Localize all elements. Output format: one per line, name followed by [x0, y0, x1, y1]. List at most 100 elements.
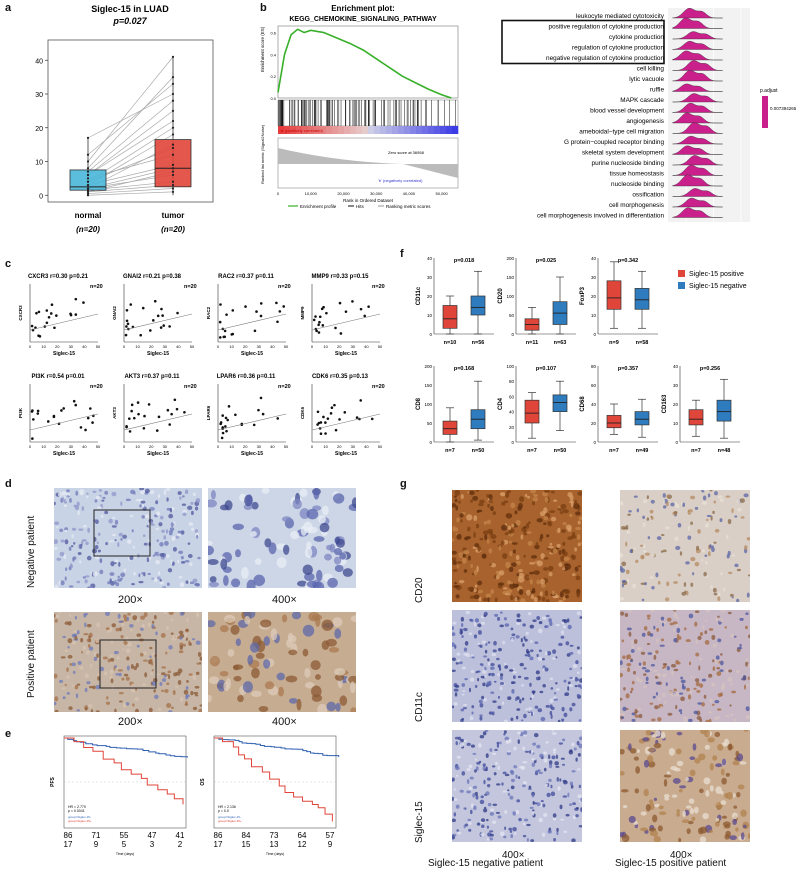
- tissue-texture: [564, 594, 569, 599]
- tissue-texture: [677, 573, 681, 577]
- scatter-point: [318, 315, 322, 319]
- rank-gradient-cell: [308, 126, 315, 134]
- tissue-texture: [577, 491, 582, 496]
- risk-count-negative: 71: [92, 831, 101, 840]
- tissue-texture: [733, 805, 738, 809]
- scatter-point: [37, 310, 41, 314]
- tissue-texture: [529, 579, 533, 585]
- tissue-texture: [522, 822, 526, 826]
- tissue-texture: [208, 559, 219, 566]
- tissue-texture: [54, 709, 59, 712]
- tissue-texture: [452, 557, 457, 562]
- tissue-texture: [54, 673, 58, 679]
- tissue-texture: [516, 618, 522, 623]
- tissue-texture: [264, 681, 275, 690]
- tissue-texture: [718, 618, 724, 622]
- tissue-texture: [493, 680, 497, 683]
- scatter-point: [234, 413, 237, 417]
- x-tick: 0: [29, 344, 32, 349]
- tissue-texture: [636, 749, 640, 753]
- tissue-texture: [529, 649, 534, 653]
- tissue-texture: [95, 639, 100, 643]
- tissue-texture: [572, 664, 578, 669]
- tissue-texture: [466, 514, 473, 521]
- rank-gradient-cell: [428, 126, 435, 134]
- scatter-point: [275, 301, 278, 305]
- tissue-texture: [97, 676, 100, 681]
- tissue-texture: [735, 670, 740, 673]
- n-label: n=10: [444, 340, 457, 346]
- tissue-texture: [731, 812, 738, 820]
- tissue-texture: [310, 660, 321, 671]
- ridge-density: [672, 135, 723, 145]
- tissue-texture: [143, 612, 148, 618]
- tissue-texture: [620, 568, 626, 573]
- tissue-texture: [103, 671, 108, 676]
- tissue-texture: [708, 711, 713, 714]
- tissue-texture: [720, 800, 727, 806]
- tissue-texture: [541, 596, 546, 602]
- tissue-texture: [86, 650, 90, 655]
- tissue-texture: [543, 557, 549, 560]
- tissue-texture: [453, 798, 458, 801]
- y-tick: 0: [675, 440, 678, 445]
- tissue-texture: [580, 797, 582, 803]
- tissue-texture: [452, 632, 456, 636]
- tissue-texture: [68, 614, 72, 617]
- tissue-texture: [57, 612, 62, 614]
- tissue-texture: [673, 581, 678, 584]
- tissue-texture: [543, 812, 548, 818]
- tissue-texture: [172, 546, 177, 552]
- tissue-texture: [168, 612, 174, 616]
- tissue-texture: [117, 575, 120, 579]
- data-point: [171, 190, 175, 193]
- tissue-texture: [571, 742, 575, 747]
- tissue-texture: [234, 549, 241, 558]
- box: [524, 399, 540, 424]
- tissue-texture: [479, 799, 485, 805]
- tissue-texture: [500, 540, 505, 545]
- y-label: CD68: [580, 396, 586, 412]
- tissue-texture: [66, 692, 71, 695]
- risk-count-negative: 47: [148, 831, 157, 840]
- tissue-texture: [563, 780, 568, 785]
- tissue-texture: [736, 598, 740, 602]
- tissue-texture: [242, 681, 253, 693]
- tissue-texture: [674, 536, 679, 541]
- tissue-texture: [489, 808, 495, 812]
- tissue-texture: [117, 542, 120, 547]
- tissue-texture: [557, 786, 561, 791]
- tissue-texture: [208, 540, 213, 546]
- scatter-point: [130, 403, 134, 407]
- x-tick: 40: [270, 344, 275, 349]
- tissue-texture: [180, 530, 185, 535]
- scatter-title: RAC2 r=0.37 p=0.11: [218, 274, 274, 280]
- tissue-texture: [249, 642, 260, 653]
- tissue-texture: [497, 647, 502, 652]
- tissue-texture: [465, 610, 471, 615]
- tissue-texture: [569, 651, 574, 655]
- tissue-texture: [511, 681, 514, 685]
- tissue-texture: [455, 774, 459, 777]
- tissue-texture: [562, 596, 566, 601]
- tissue-texture: [577, 520, 581, 525]
- tissue-texture: [109, 540, 115, 543]
- tissue-texture: [735, 750, 740, 757]
- ridge-density: [672, 112, 723, 124]
- tissue-texture: [655, 691, 658, 696]
- scatter-point: [69, 313, 73, 317]
- tissue-texture: [559, 591, 564, 598]
- tissue-texture: [630, 649, 635, 653]
- tissue-texture: [111, 623, 117, 628]
- tissue-texture: [501, 701, 505, 705]
- tissue-texture: [523, 526, 527, 529]
- tissue-texture: [88, 646, 94, 651]
- scatter-point: [259, 314, 263, 318]
- scatter-title: LPAR6 r=0.36 p=0.11: [217, 374, 276, 380]
- tissue-texture: [567, 492, 573, 498]
- tissue-texture: [162, 585, 167, 588]
- x-tick: 10: [323, 444, 328, 449]
- tissue-texture: [517, 739, 520, 745]
- scatter-point: [218, 336, 222, 339]
- tissue-texture: [74, 505, 80, 511]
